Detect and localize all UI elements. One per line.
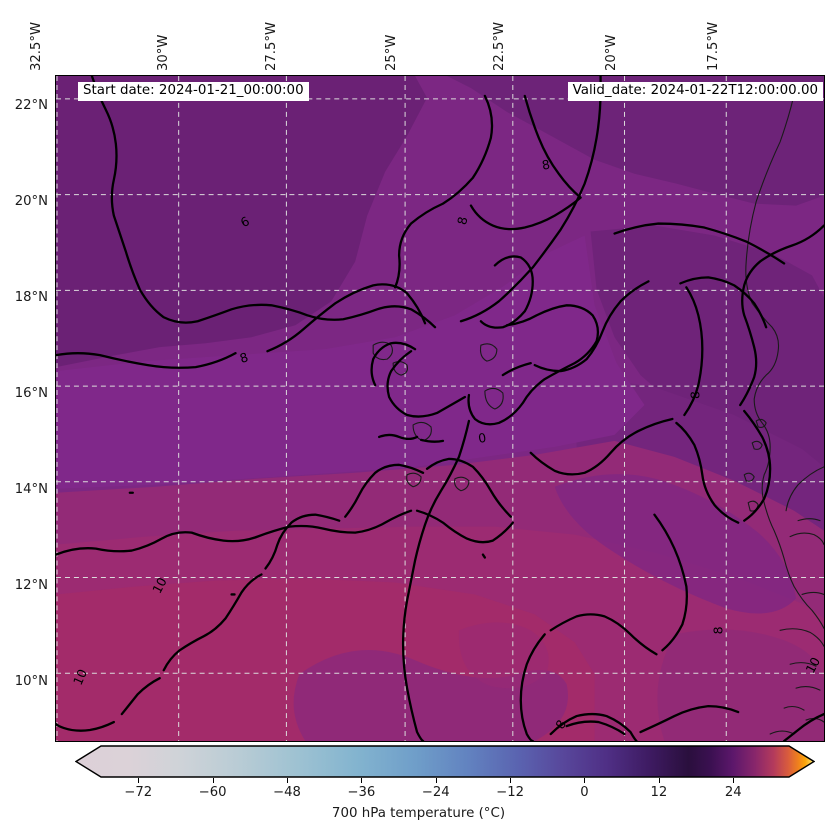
contour-label: 8 [710, 626, 725, 634]
colorbar-tick-label: −24 [421, 785, 450, 800]
field-band-cool [446, 76, 824, 206]
colorbar-tick [435, 778, 437, 783]
y-tick-label: 18°N [14, 290, 48, 305]
colorbar-tick [361, 778, 363, 783]
colorbar-tick-label: −60 [198, 785, 227, 800]
x-tick-label: 27.5°W [264, 22, 279, 71]
x-tick-label: 32.5°W [29, 22, 44, 71]
field-band-cool [590, 225, 824, 475]
colorbar-tick-label: −12 [496, 785, 524, 800]
field-band-mid [56, 235, 645, 489]
map-plot-area[interactable]: 6 8 8 8 0 8 8 8 10 10 10 Start date: 202… [55, 75, 825, 742]
contour-label: 8 [541, 157, 551, 173]
y-tick-label: 22°N [14, 98, 48, 113]
temperature-contours [56, 76, 824, 741]
y-tick-label: 20°N [14, 194, 48, 209]
colorbar-tick [584, 778, 586, 783]
coastlines [372, 85, 824, 735]
y-tick-label: 14°N [14, 482, 48, 497]
colorbar-tick [286, 778, 288, 783]
x-tick-label: 25°W [384, 34, 399, 71]
colorbar-tick-label: 24 [724, 785, 742, 800]
field-lobe [458, 622, 549, 689]
colorbar-tick-label: 0 [580, 785, 589, 800]
colorbar-tick-label: −48 [273, 785, 301, 800]
contour-label: 10 [802, 655, 823, 676]
x-tick-label: 17.5°W [706, 22, 721, 71]
field-lobe [554, 474, 797, 614]
y-tick-label: 16°N [14, 386, 48, 401]
field-lobe [657, 629, 824, 741]
y-tick-label: 12°N [14, 578, 48, 593]
y-tick-label: 10°N [14, 674, 48, 689]
colorbar-tick-label: 12 [650, 785, 668, 800]
contour-label: 0 [477, 430, 487, 446]
colorbar-tick [510, 778, 512, 783]
temperature-field-map: 6 8 8 8 0 8 8 8 10 10 10 [56, 76, 824, 741]
contour-label: 10 [70, 667, 90, 688]
start-date-annotation: Start date: 2024-01-21_00:00:00 [78, 82, 309, 102]
colorbar-body [75, 745, 815, 778]
contour-label: 8 [454, 215, 470, 226]
field-band-cool [56, 76, 428, 368]
colorbar-tick [212, 778, 214, 783]
colorbar-tick [138, 778, 140, 783]
valid-date-annotation: Valid_date: 2024-01-22T12:00:00.00 [567, 82, 823, 102]
colorbar-tick [658, 778, 660, 783]
x-tick-label: 20°W [604, 34, 619, 71]
colorbar-tick [733, 778, 735, 783]
colorbar-gradient [75, 745, 815, 778]
contour-label: 10 [149, 575, 170, 596]
colorbar-tick-label: −36 [347, 785, 376, 800]
colorbar-tick-label: −72 [124, 785, 153, 800]
contour-label: 8 [687, 391, 702, 399]
x-tick-label: 30°W [156, 34, 171, 71]
colorbar[interactable]: −72 −60 −48 −36 −24 −12 0 12 24 [75, 745, 815, 800]
colorbar-title: 700 hPa temperature (°C) [331, 806, 506, 821]
x-tick-label: 22.5°W [492, 22, 507, 71]
